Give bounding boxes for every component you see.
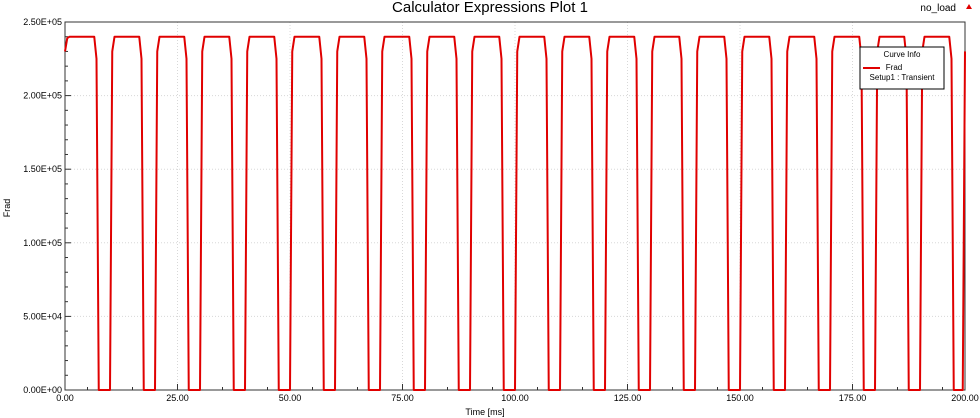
y-tick-label: 1.50E+05 (23, 164, 62, 174)
legend-entry-name: Frad (886, 63, 902, 72)
x-tick-label: 200.00 (951, 393, 979, 403)
x-axis-label: Time [ms] (465, 407, 504, 417)
x-tick-label: 0.00 (56, 393, 74, 403)
y-tick-label: 5.00E+04 (23, 311, 62, 321)
y-tick-label: 1.00E+05 (23, 238, 62, 248)
legend-title: Curve Info (884, 50, 921, 59)
x-tick-label: 75.00 (391, 393, 414, 403)
series-line-frad (64, 35, 966, 391)
legend-entry-detail: Setup1 : Transient (870, 73, 936, 82)
y-tick-label: 0.00E+00 (23, 385, 62, 395)
x-tick-label: 100.00 (501, 393, 529, 403)
x-tick-label: 25.00 (166, 393, 189, 403)
legend[interactable]: Curve Info Frad Setup1 : Transient (859, 46, 945, 90)
axis-ticks: 0.00 25.00 50.00 75.00 100.00 125.00 150.00 175… (23, 17, 979, 403)
x-tick-label: 175.00 (839, 393, 867, 403)
x-tick-label: 150.00 (726, 393, 754, 403)
corner-label: no_load (920, 3, 956, 14)
y-tick-label: 2.50E+05 (23, 17, 62, 27)
chart-title: Calculator Expressions Plot 1 (392, 0, 588, 16)
corner-marker-icon[interactable] (966, 4, 972, 9)
y-tick-label: 2.00E+05 (23, 91, 62, 101)
x-tick-label: 50.00 (279, 393, 302, 403)
x-tick-label: 125.00 (614, 393, 642, 403)
y-axis-label: Frad (2, 199, 12, 218)
